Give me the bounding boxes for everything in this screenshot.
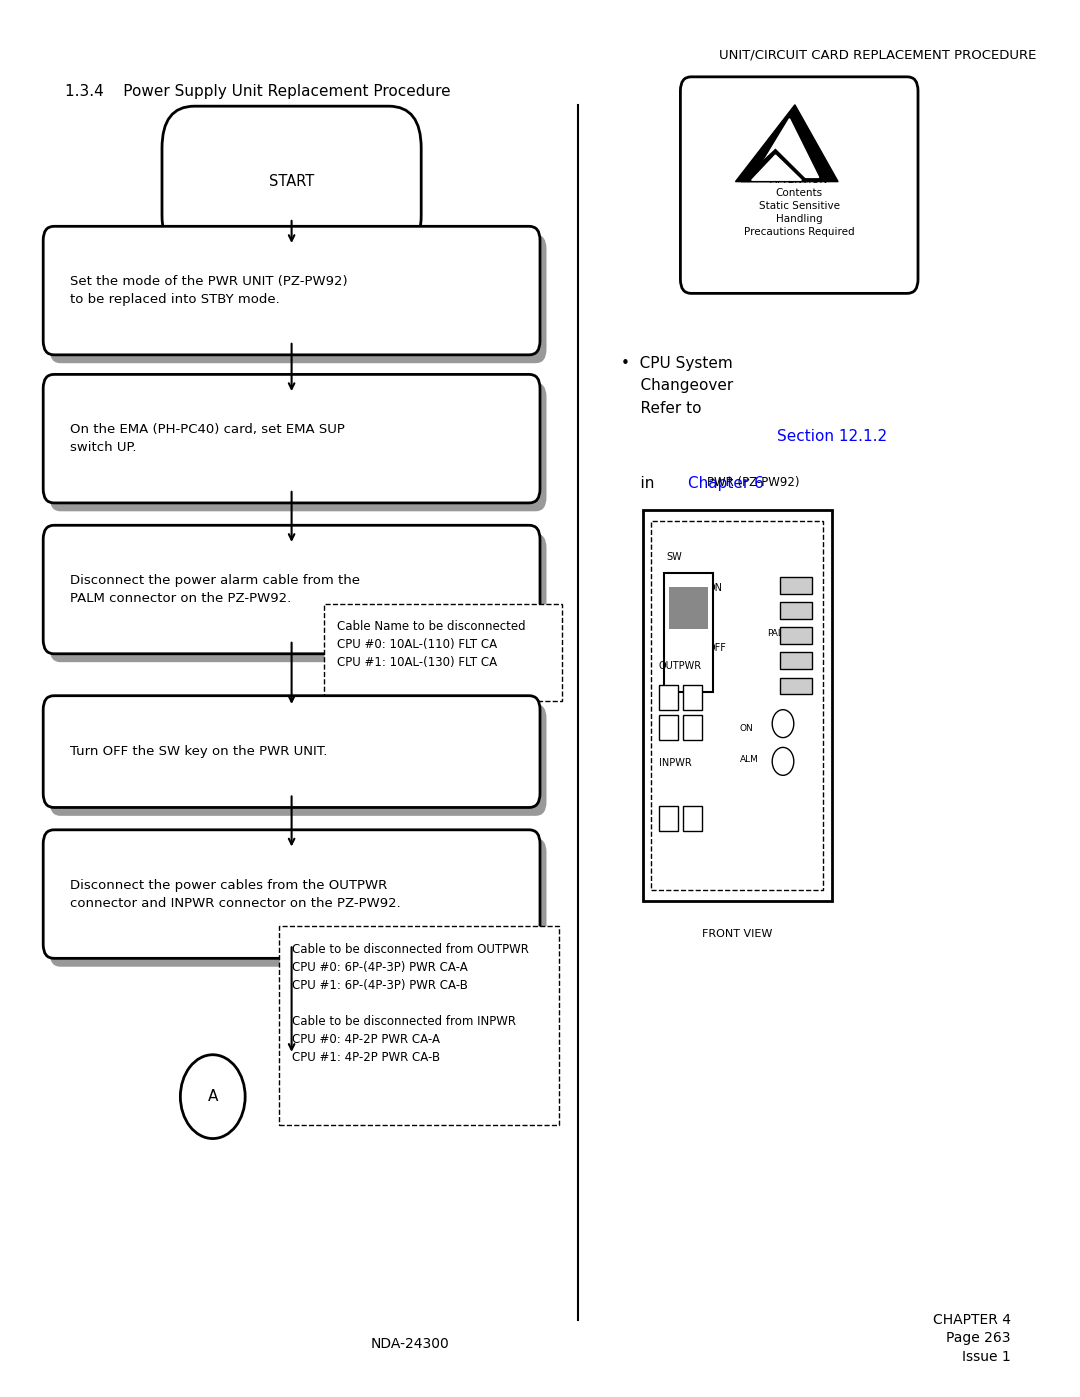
FancyBboxPatch shape	[279, 926, 559, 1125]
Text: NDA-24300: NDA-24300	[372, 1337, 449, 1351]
Text: Disconnect the power cables from the OUTPWR
connector and INPWR connector on the: Disconnect the power cables from the OUT…	[70, 879, 401, 909]
FancyBboxPatch shape	[780, 577, 812, 594]
FancyBboxPatch shape	[664, 573, 713, 692]
FancyBboxPatch shape	[683, 715, 702, 740]
Text: Cable to be disconnected from OUTPWR
CPU #0: 6P-(4P-3P) PWR CA-A
CPU #1: 6P-(4P-: Cable to be disconnected from OUTPWR CPU…	[292, 943, 528, 1065]
Text: Disconnect the power alarm cable from the
PALM connector on the PZ-PW92.: Disconnect the power alarm cable from th…	[70, 574, 361, 605]
FancyBboxPatch shape	[50, 838, 546, 967]
Polygon shape	[741, 149, 808, 182]
Text: Chapter 6: Chapter 6	[688, 476, 764, 492]
Text: 1.3.4    Power Supply Unit Replacement Procedure: 1.3.4 Power Supply Unit Replacement Proc…	[65, 84, 450, 99]
FancyBboxPatch shape	[43, 226, 540, 355]
FancyBboxPatch shape	[643, 510, 832, 901]
Polygon shape	[752, 155, 801, 180]
Text: Cable Name to be disconnected
CPU #0: 10AL-(110) FLT CA
CPU #1: 10AL-(130) FLT C: Cable Name to be disconnected CPU #0: 10…	[337, 620, 526, 669]
FancyBboxPatch shape	[683, 685, 702, 710]
Text: SW: SW	[666, 552, 683, 562]
FancyBboxPatch shape	[780, 602, 812, 619]
Text: ATTENTION
Contents
Static Sensitive
Handling
Precautions Required: ATTENTION Contents Static Sensitive Hand…	[744, 175, 854, 237]
FancyBboxPatch shape	[50, 235, 546, 363]
FancyBboxPatch shape	[324, 604, 562, 701]
Text: OFF: OFF	[707, 643, 726, 652]
Text: in: in	[621, 476, 659, 492]
Text: A: A	[207, 1090, 218, 1104]
FancyBboxPatch shape	[780, 678, 812, 694]
Text: ALM: ALM	[740, 756, 758, 764]
Text: On the EMA (PH-PC40) card, set EMA SUP
switch UP.: On the EMA (PH-PC40) card, set EMA SUP s…	[70, 423, 346, 454]
FancyBboxPatch shape	[780, 627, 812, 644]
FancyBboxPatch shape	[669, 587, 708, 629]
FancyBboxPatch shape	[659, 685, 678, 710]
Text: CHAPTER 4
Page 263
Issue 1: CHAPTER 4 Page 263 Issue 1	[933, 1313, 1011, 1363]
FancyBboxPatch shape	[50, 383, 546, 511]
Text: Set the mode of the PWR UNIT (PZ-PW92)
to be replaced into STBY mode.: Set the mode of the PWR UNIT (PZ-PW92) t…	[70, 275, 348, 306]
Text: Turn OFF the SW key on the PWR UNIT.: Turn OFF the SW key on the PWR UNIT.	[70, 745, 327, 759]
FancyBboxPatch shape	[162, 106, 421, 257]
Text: UNIT/CIRCUIT CARD REPLACEMENT PROCEDURE: UNIT/CIRCUIT CARD REPLACEMENT PROCEDURE	[719, 49, 1037, 61]
Text: PWR (PZ-PW92): PWR (PZ-PW92)	[707, 476, 799, 489]
Polygon shape	[754, 119, 819, 177]
FancyBboxPatch shape	[50, 534, 546, 662]
FancyBboxPatch shape	[680, 77, 918, 293]
Circle shape	[772, 710, 794, 738]
FancyBboxPatch shape	[43, 525, 540, 654]
Text: •  CPU System
    Changeover
    Refer to: • CPU System Changeover Refer to	[621, 356, 733, 416]
FancyBboxPatch shape	[43, 696, 540, 807]
FancyBboxPatch shape	[780, 652, 812, 669]
FancyBboxPatch shape	[43, 830, 540, 958]
FancyBboxPatch shape	[43, 374, 540, 503]
FancyBboxPatch shape	[659, 806, 678, 831]
FancyBboxPatch shape	[659, 715, 678, 740]
FancyBboxPatch shape	[683, 806, 702, 831]
Polygon shape	[735, 105, 838, 182]
Text: PALM: PALM	[767, 629, 791, 637]
FancyBboxPatch shape	[50, 704, 546, 816]
Text: ON: ON	[707, 583, 723, 592]
Text: ON: ON	[740, 725, 754, 733]
Text: START: START	[269, 175, 314, 189]
Circle shape	[772, 747, 794, 775]
Text: FRONT VIEW: FRONT VIEW	[702, 929, 772, 939]
Text: INPWR: INPWR	[659, 759, 691, 768]
FancyBboxPatch shape	[651, 521, 823, 890]
Text: OUTPWR: OUTPWR	[659, 661, 702, 671]
Text: Section 12.1.2: Section 12.1.2	[778, 429, 887, 444]
